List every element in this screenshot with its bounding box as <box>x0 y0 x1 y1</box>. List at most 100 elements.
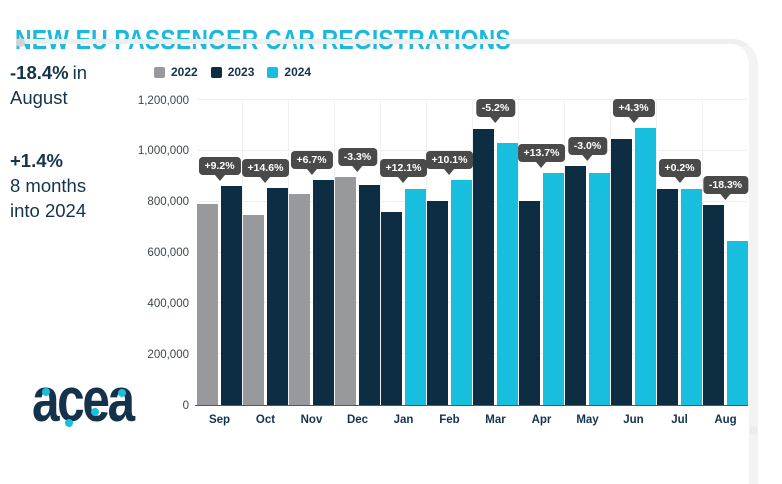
pct-badge-pointer-icon <box>306 168 317 175</box>
pct-badge-text: +12.1% <box>379 159 428 178</box>
legend-label: 2024 <box>284 65 312 79</box>
pct-badge-dec: -3.3% <box>337 148 378 173</box>
bar-2024-apr <box>543 172 564 405</box>
legend-label: 2023 <box>227 65 255 79</box>
logo-dot-icon <box>42 388 50 396</box>
bar-2024-jun <box>635 128 656 405</box>
pct-badge-text: +14.6% <box>241 158 290 177</box>
y-axis-tick-label: 400,000 <box>147 297 189 310</box>
plot-area: 0 200,000 400,000 600,000 800,000 1,000,000 1,… <box>138 95 749 426</box>
bar-2024-jan <box>405 188 426 405</box>
stat-ytd-label-2: into 2024 <box>10 200 87 221</box>
legend-item-2022: 2022 <box>154 65 198 79</box>
x-axis-label-jun: Jun <box>623 414 644 426</box>
pct-badge-pointer-icon <box>214 175 225 182</box>
x-axis-label-nov: Nov <box>300 414 323 426</box>
x-axis-label-aug: Aug <box>714 414 737 426</box>
month-group-may: -3.0% May <box>565 100 611 426</box>
month-group-oct: +14.6% Oct <box>241 100 290 426</box>
bar-2022-nov <box>289 194 310 405</box>
bar-2024-mar <box>497 142 518 405</box>
bar-2024-aug <box>727 241 748 405</box>
pct-badge-may: -3.0% <box>567 137 608 162</box>
y-axis-tick-label: 1,200,000 <box>137 94 189 107</box>
pct-badge-text: +0.2% <box>658 159 701 178</box>
month-group-apr: +13.7% Apr <box>517 100 566 426</box>
bar-2023-oct <box>267 187 288 405</box>
month-group-dec: -3.3% Dec <box>335 100 381 426</box>
gridline <box>197 99 748 100</box>
x-axis-label-apr: Apr <box>531 414 552 426</box>
pct-badge-text: +6.7% <box>290 150 333 169</box>
bar-2023-jul <box>657 189 678 405</box>
x-axis-label-feb: Feb <box>439 414 460 426</box>
pct-badge-text: +10.1% <box>425 151 474 170</box>
corner-dot <box>749 426 758 435</box>
month-group-jun: +4.3% Jun <box>611 98 657 426</box>
pct-badge-pointer-icon <box>674 177 685 184</box>
bar-2023-mar <box>473 128 494 405</box>
bar-2024-jul <box>681 188 702 405</box>
pct-badge-aug: -18.3% <box>702 175 749 200</box>
stats-panel: -18.4% in August +1.4% 8 months into 2024 <box>10 60 142 223</box>
logo-dot-icon <box>65 419 73 427</box>
acea-logo: acea <box>32 370 152 436</box>
pct-badge-pointer-icon <box>720 193 731 200</box>
pct-badge-sep: +9.2% <box>198 157 241 182</box>
pct-badge-pointer-icon <box>352 166 363 173</box>
bar-2024-may <box>589 173 610 405</box>
month-group-nov: +6.7% Nov <box>289 100 335 426</box>
y-axis-tick-label: 800,000 <box>147 196 189 209</box>
bar-2023-nov <box>313 179 334 405</box>
pct-badge-nov: +6.7% <box>290 150 333 175</box>
x-axis-label-oct: Oct <box>255 414 276 426</box>
pct-badge-pointer-icon <box>536 161 547 168</box>
bar-2023-may <box>565 166 586 405</box>
stat-ytd-value: +1.4% <box>10 150 63 171</box>
bar-2022-dec <box>335 177 356 405</box>
legend-swatch-icon <box>267 66 279 78</box>
x-axis-label-sep: Sep <box>208 414 231 426</box>
bar-2023-dec <box>359 184 380 405</box>
stat-august: -18.4% in August <box>10 60 142 110</box>
pct-badge-mar: -5.2% <box>475 99 516 124</box>
pct-badge-apr: +13.7% <box>517 143 566 168</box>
bar-groups: +9.2% Sep +14.6% Oct +6.7% Nov -3.3% Dec +12.1% J… <box>197 98 749 426</box>
legend-item-2024: 2024 <box>267 65 311 79</box>
bar-2023-aug <box>703 204 724 405</box>
month-group-feb: +10.1% Feb <box>425 100 474 426</box>
pct-badge-text: -3.0% <box>567 137 608 156</box>
legend-swatch-icon <box>210 66 222 78</box>
pct-badge-pointer-icon <box>628 116 639 123</box>
pct-badge-text: -18.3% <box>702 175 749 194</box>
pct-badge-pointer-icon <box>260 176 271 183</box>
y-axis-tick-label: 600,000 <box>147 247 189 259</box>
pct-badge-pointer-icon <box>582 155 593 162</box>
y-axis-tick-label: 1,000,000 <box>137 145 189 158</box>
x-axis-label-jul: Jul <box>671 414 688 426</box>
legend-item-2023: 2023 <box>210 65 255 79</box>
x-axis-label-dec: Dec <box>346 414 369 426</box>
pct-badge-pointer-icon <box>398 177 409 184</box>
progress-dot <box>16 38 25 47</box>
month-group-sep: +9.2% Sep <box>197 100 243 426</box>
logo-dot-icon <box>91 408 99 416</box>
month-group-mar: -5.2% Mar <box>473 99 519 426</box>
y-axis-tick-label: 200,000 <box>147 348 189 361</box>
bar-2023-jan <box>381 211 402 405</box>
pct-badge-jun: +4.3% <box>612 98 655 123</box>
x-axis-label-jan: Jan <box>393 414 414 426</box>
x-axis-line <box>195 405 748 406</box>
chart-legend: 2022 2023 2024 <box>154 65 311 79</box>
legend-label: 2022 <box>171 65 198 79</box>
x-axis-label-mar: Mar <box>485 414 506 426</box>
pct-badge-text: +9.2% <box>198 157 241 176</box>
month-group-jan: +12.1% Jan <box>379 100 428 426</box>
pct-badge-text: +4.3% <box>612 98 655 117</box>
bar-2023-feb <box>427 200 448 405</box>
stat-august-suffix: in <box>72 62 88 83</box>
stat-august-value: -18.4% <box>10 62 69 83</box>
pct-badge-text: -3.3% <box>337 148 378 167</box>
pct-badge-text: -5.2% <box>475 99 516 118</box>
pct-badge-feb: +10.1% <box>425 151 474 176</box>
